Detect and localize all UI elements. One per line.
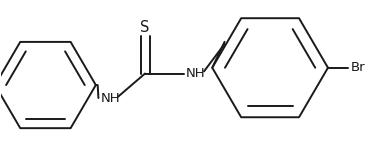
Text: S: S (140, 20, 150, 35)
Text: NH: NH (186, 67, 206, 80)
Text: NH: NH (100, 92, 120, 105)
Text: Br: Br (350, 61, 365, 74)
